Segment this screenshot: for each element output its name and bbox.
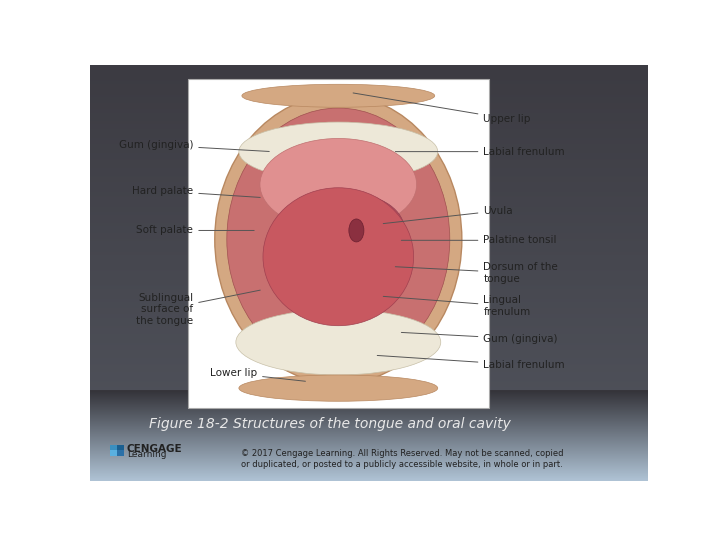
Text: Sublingual
surface of
the tongue: Sublingual surface of the tongue <box>136 290 260 326</box>
Text: Upper lip: Upper lip <box>353 93 531 124</box>
Ellipse shape <box>227 108 450 371</box>
Bar <box>117 445 124 450</box>
Ellipse shape <box>260 138 417 231</box>
Text: Labial frenulum: Labial frenulum <box>377 355 565 370</box>
Bar <box>188 79 489 408</box>
Text: Lower lip: Lower lip <box>210 368 305 381</box>
Text: Dorsum of the
tongue: Dorsum of the tongue <box>395 262 558 284</box>
Ellipse shape <box>215 95 462 384</box>
Text: © 2017 Cengage Learning. All Rights Reserved. May not be scanned, copied
or dupl: © 2017 Cengage Learning. All Rights Rese… <box>240 449 563 469</box>
Bar <box>117 450 124 456</box>
Ellipse shape <box>239 122 438 181</box>
Ellipse shape <box>236 309 441 375</box>
Text: Soft palate: Soft palate <box>136 226 254 235</box>
Ellipse shape <box>239 375 438 401</box>
Ellipse shape <box>349 219 364 242</box>
Text: Lingual
frenulum: Lingual frenulum <box>383 295 531 317</box>
Text: Palatine tonsil: Palatine tonsil <box>401 235 557 245</box>
Bar <box>109 445 117 450</box>
Text: Uvula: Uvula <box>383 206 513 224</box>
Text: Hard palate: Hard palate <box>132 186 260 198</box>
Ellipse shape <box>302 194 405 267</box>
Text: CENGAGE: CENGAGE <box>127 444 182 454</box>
Bar <box>109 450 117 456</box>
Text: Gum (gingiva): Gum (gingiva) <box>401 333 558 344</box>
Text: Figure 18-2 Structures of the tongue and oral cavity: Figure 18-2 Structures of the tongue and… <box>149 417 511 431</box>
Text: Gum (gingiva): Gum (gingiva) <box>119 140 269 151</box>
Ellipse shape <box>242 84 435 107</box>
Text: Labial frenulum: Labial frenulum <box>395 147 565 157</box>
Ellipse shape <box>263 188 413 326</box>
Text: Learning: Learning <box>127 450 166 459</box>
